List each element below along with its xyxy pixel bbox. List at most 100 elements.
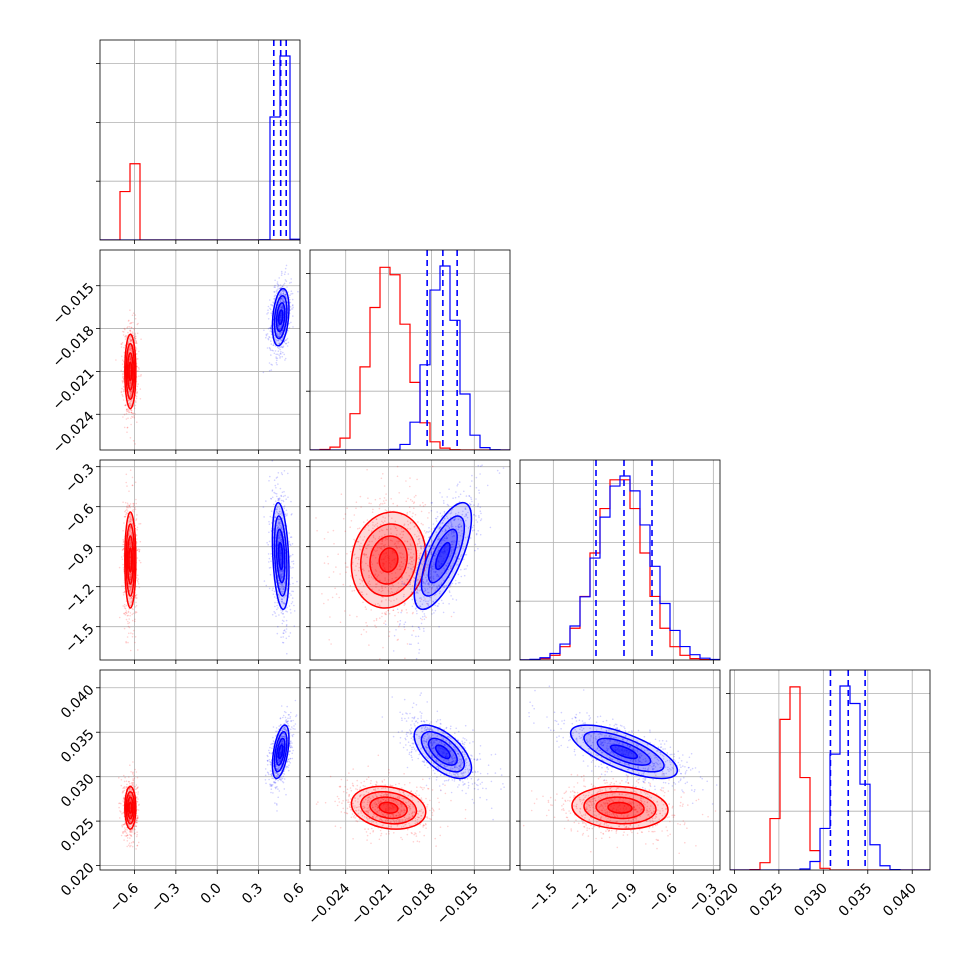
sample-point xyxy=(465,568,467,570)
sample-point xyxy=(286,652,288,655)
sample-point xyxy=(368,576,370,579)
sample-point xyxy=(269,347,271,350)
sample-point xyxy=(139,561,142,564)
sample-point xyxy=(131,597,133,599)
sample-point xyxy=(266,313,268,315)
sample-point xyxy=(454,517,457,519)
sample-point xyxy=(280,573,282,575)
sample-point xyxy=(269,566,272,569)
sample-point xyxy=(127,408,129,410)
sample-point xyxy=(132,784,134,786)
sample-point xyxy=(361,561,363,563)
sample-point xyxy=(282,632,285,634)
sample-point xyxy=(275,508,278,511)
sample-point xyxy=(321,593,323,595)
sample-point xyxy=(429,573,432,575)
sample-point xyxy=(446,537,449,540)
sample-point xyxy=(359,582,362,585)
sample-point xyxy=(131,484,134,487)
sample-point xyxy=(418,652,420,654)
sample-point xyxy=(123,627,126,630)
sample-point xyxy=(450,549,453,551)
sample-point xyxy=(134,335,137,338)
sample-point xyxy=(374,557,377,559)
sample-point xyxy=(406,541,409,543)
sample-point xyxy=(458,557,461,560)
sample-point xyxy=(124,828,127,831)
sample-point xyxy=(280,538,283,541)
sample-point xyxy=(465,495,468,497)
sample-point xyxy=(124,404,127,407)
sample-point xyxy=(131,415,133,418)
sample-point xyxy=(455,512,457,515)
sample-point xyxy=(406,643,409,645)
sample-point xyxy=(383,622,385,624)
sample-point xyxy=(279,314,282,316)
sample-point xyxy=(445,585,448,587)
sample-point xyxy=(397,540,400,543)
sample-point xyxy=(418,557,420,560)
sample-point xyxy=(445,529,447,532)
sample-point xyxy=(282,585,284,587)
sample-point xyxy=(278,333,281,335)
sample-point xyxy=(413,665,415,667)
sample-point xyxy=(137,816,139,819)
sample-point xyxy=(404,583,407,586)
sample-point xyxy=(274,492,277,495)
sample-point xyxy=(281,306,283,309)
sample-point xyxy=(361,545,364,548)
sample-point xyxy=(134,595,137,597)
sample-point xyxy=(274,286,276,289)
sample-point xyxy=(134,335,137,337)
sample-point xyxy=(281,598,284,601)
sample-point xyxy=(363,553,366,555)
sample-point xyxy=(480,518,483,520)
sample-point xyxy=(130,526,132,529)
sample-point xyxy=(423,554,426,557)
sample-point xyxy=(130,357,132,359)
sample-point xyxy=(411,598,414,601)
sample-point xyxy=(420,597,422,599)
sample-point xyxy=(130,793,132,796)
sample-point xyxy=(129,815,132,817)
sample-point xyxy=(280,583,283,585)
sample-point xyxy=(389,566,392,569)
sample-point xyxy=(415,635,417,638)
sample-point xyxy=(129,573,131,576)
sample-point xyxy=(279,293,282,296)
sample-point xyxy=(121,792,124,794)
sample-point xyxy=(138,803,140,806)
sample-point xyxy=(450,567,452,570)
sample-point xyxy=(136,526,139,529)
sample-point xyxy=(433,612,435,614)
sample-point xyxy=(452,530,455,532)
sample-point xyxy=(278,521,280,523)
sample-point xyxy=(126,505,128,508)
sample-point xyxy=(413,526,415,528)
sample-point xyxy=(387,609,390,612)
sample-point xyxy=(267,553,270,555)
sample-point xyxy=(427,582,430,584)
sample-point xyxy=(268,567,271,569)
sample-point xyxy=(401,609,403,611)
sample-point xyxy=(404,603,406,605)
sample-point xyxy=(274,605,276,608)
sample-point xyxy=(123,351,126,354)
sample-point xyxy=(285,296,287,298)
sample-point xyxy=(457,511,460,514)
sample-point xyxy=(404,621,407,623)
sample-point xyxy=(401,557,403,559)
sample-point xyxy=(129,543,132,545)
sample-point xyxy=(122,416,124,418)
sample-point xyxy=(126,614,129,617)
sample-point xyxy=(129,309,131,312)
sample-point xyxy=(384,613,387,616)
sample-point xyxy=(127,625,130,628)
sample-point xyxy=(280,495,283,498)
sample-point xyxy=(417,521,419,523)
sample-point xyxy=(328,576,331,579)
sample-point xyxy=(355,557,357,560)
sample-point xyxy=(278,500,280,502)
sample-point xyxy=(424,598,426,600)
sample-point xyxy=(280,528,283,530)
